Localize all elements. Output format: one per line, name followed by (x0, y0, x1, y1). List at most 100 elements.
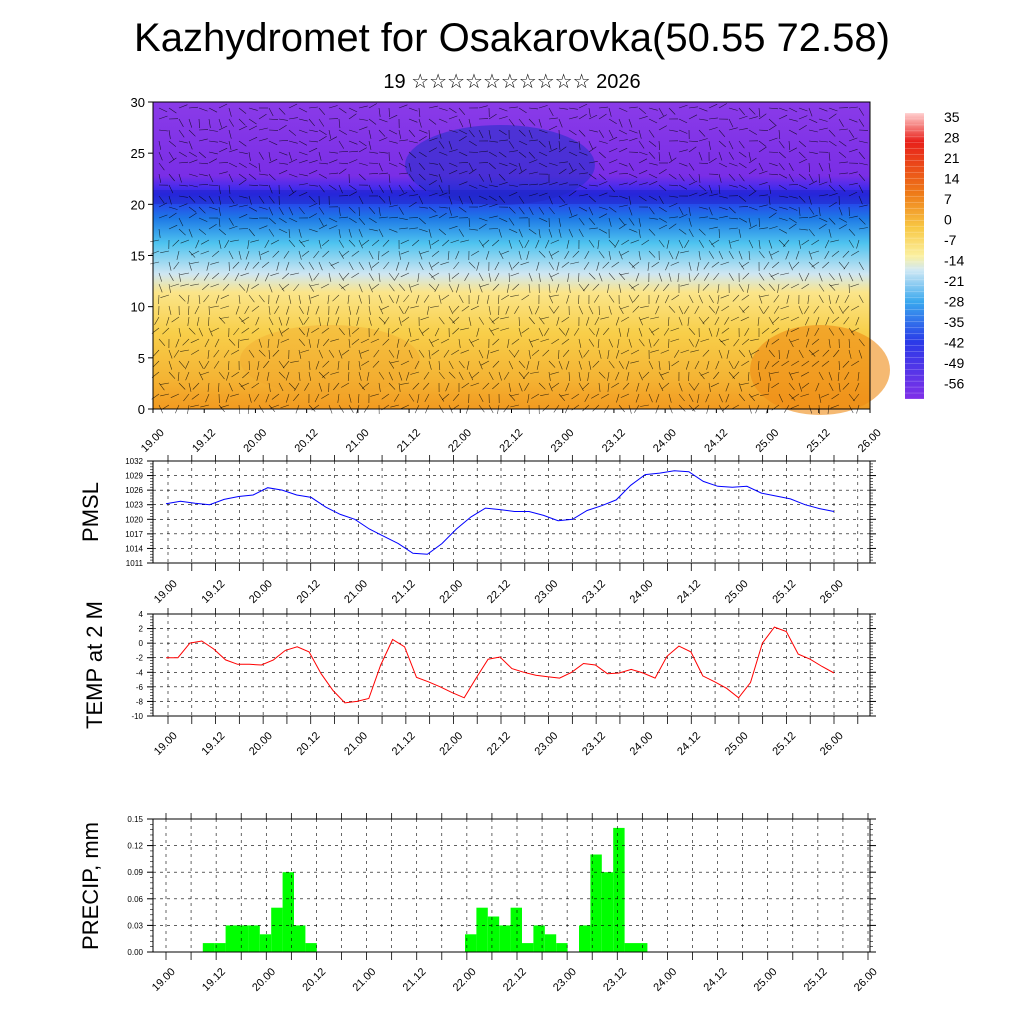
wind-barb (768, 371, 771, 381)
wind-barb (798, 217, 809, 219)
wind-barb (268, 217, 276, 225)
wind-barb (452, 316, 460, 324)
wind-barb (618, 182, 628, 186)
wind-barb (282, 272, 290, 280)
y-tick-label: 0.09 (127, 868, 143, 877)
wind-barb (248, 125, 258, 131)
wind-barb (482, 239, 490, 247)
wind-barb (214, 338, 220, 348)
precip-bar (282, 872, 294, 952)
wind-barb (578, 194, 588, 197)
wind-barb (267, 338, 270, 348)
wind-barb (178, 360, 186, 368)
wind-barb (485, 250, 490, 260)
wind-barb (508, 261, 513, 271)
wind-barb (498, 162, 508, 167)
wind-barb (195, 239, 200, 249)
wind-barb (708, 250, 714, 259)
wind-barb (500, 316, 510, 320)
wind-barb (263, 360, 270, 369)
x-tick-label: 22.00 (451, 966, 479, 994)
wind-barb (798, 184, 808, 190)
wind-barb (528, 159, 538, 164)
wind-barb (801, 239, 810, 246)
wind-barb (408, 151, 416, 159)
wind-barb (598, 272, 603, 282)
wind-barb (778, 107, 788, 112)
wind-barb (747, 283, 750, 293)
wind-barb (194, 305, 200, 315)
wind-barb (848, 106, 858, 109)
wind-barb (203, 294, 210, 303)
wind-barb (664, 294, 670, 304)
wind-barb (858, 294, 864, 304)
wind-barb (198, 184, 209, 186)
wind-barb (528, 118, 536, 126)
wind-barb (678, 382, 683, 392)
wind-barb (448, 360, 454, 370)
wind-barb (828, 202, 837, 208)
wind-barb (470, 338, 480, 343)
wind-barb (317, 338, 320, 348)
wind-barb (828, 217, 836, 225)
wind-barb (788, 129, 798, 135)
y-tick-label: 20 (131, 197, 145, 212)
wind-barb (858, 204, 868, 208)
wind-barb (382, 239, 390, 247)
wind-barb (281, 283, 290, 290)
wind-barb (378, 371, 385, 380)
wind-barb (278, 382, 284, 392)
wind-barb (593, 294, 600, 303)
wind-barb (318, 135, 327, 142)
wind-barb (598, 113, 607, 120)
wind-barb (741, 360, 750, 366)
wind-barb (185, 371, 190, 381)
wind-barb (798, 305, 803, 315)
wind-barb (844, 294, 850, 304)
y-tick-label: 1017 (125, 530, 143, 539)
wind-barb (428, 283, 436, 291)
wind-barb (318, 107, 326, 115)
wind-barb (431, 239, 440, 246)
wind-barb (578, 272, 580, 283)
wind-barb (513, 349, 520, 358)
wind-barb (618, 173, 629, 175)
y-tick-label: 1026 (125, 486, 143, 495)
wind-barb (628, 129, 638, 134)
wind-barb (628, 137, 638, 142)
wind-barb (505, 305, 510, 315)
wind-barb (438, 360, 441, 371)
x-tick-label: 23.12 (601, 966, 629, 994)
wind-barb (528, 171, 538, 175)
wind-barb (308, 294, 312, 304)
wind-barb (808, 349, 816, 357)
wind-barb (818, 223, 827, 230)
wind-barb (850, 305, 860, 311)
x-tick-label: 22.00 (437, 730, 465, 758)
wind-barb (368, 217, 377, 224)
wind-barb (521, 327, 530, 334)
wind-barb (293, 283, 300, 292)
wind-barb (648, 250, 656, 258)
wind-barb (558, 129, 560, 140)
wind-barb (358, 261, 364, 270)
wind-barb (698, 184, 707, 192)
wind-barb (758, 305, 764, 314)
wind-barb (264, 272, 270, 282)
wind-barb (480, 283, 490, 287)
wind-barb (208, 151, 218, 155)
wind-barb (418, 118, 422, 128)
wind-barb (598, 349, 602, 359)
wind-barb (158, 173, 162, 183)
wind-barb (584, 250, 590, 260)
wind-barb (158, 283, 163, 293)
wind-barb (750, 393, 760, 398)
wind-barb (308, 170, 318, 175)
wind-barb (848, 137, 858, 142)
wind-barb (748, 224, 758, 230)
wind-barb (456, 283, 460, 293)
wind-barb (492, 239, 500, 247)
wind-barb (828, 272, 835, 281)
wind-barb (518, 382, 523, 392)
colorbar-bands (905, 112, 924, 400)
